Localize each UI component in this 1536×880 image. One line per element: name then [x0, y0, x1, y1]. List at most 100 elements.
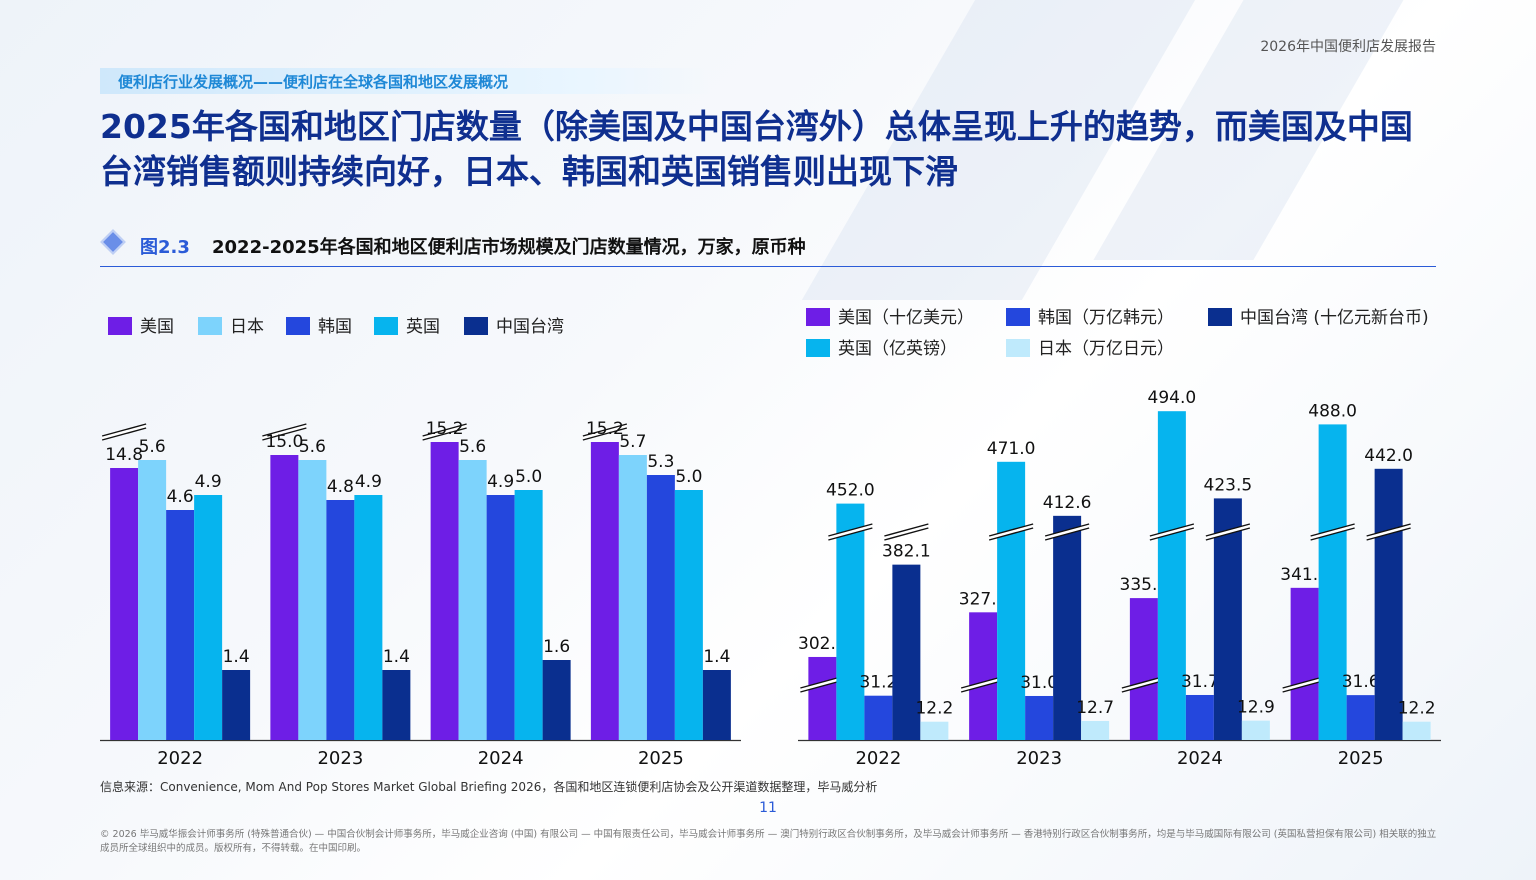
legend-item: 英国 [374, 312, 440, 337]
bar [1053, 515, 1082, 740]
legend-label: 韩国 [318, 317, 352, 337]
legend-label: 中国台湾 (十亿元新台币) [1240, 308, 1429, 328]
data-label: 15.0 [265, 432, 303, 452]
axis-break-line [582, 423, 628, 437]
legend-label: 日本（万亿日元） [1038, 339, 1174, 359]
axis-break-gap [1282, 676, 1327, 692]
legend-swatch [198, 317, 222, 335]
axis-break-line [101, 427, 147, 441]
x-tick-label: 2022 [157, 748, 203, 769]
bar [969, 612, 998, 740]
bar [194, 495, 223, 740]
x-tick-label: 2023 [1016, 748, 1062, 769]
data-label: 31.7 [1181, 672, 1219, 692]
legend-swatch [1208, 308, 1232, 326]
bar [920, 721, 949, 740]
data-label: 4.6 [167, 487, 194, 507]
source-note: 信息来源：Convenience, Mom And Pop Stores Mar… [100, 780, 878, 794]
data-label: 12.7 [1076, 698, 1114, 718]
axis-break-line [1310, 523, 1355, 537]
x-tick-label: 2025 [638, 748, 684, 769]
axis-break-line [262, 423, 307, 437]
axis-break-gap [422, 424, 467, 440]
data-label: 5.6 [139, 437, 166, 457]
bar [326, 500, 355, 740]
x-tick-label: 2024 [478, 748, 524, 769]
axis-break-gap [1205, 524, 1250, 540]
data-label: 341.2 [1280, 565, 1329, 585]
bar [222, 670, 251, 740]
axis-break-line [1366, 527, 1411, 541]
data-label: 335.5 [1120, 575, 1169, 595]
axis-break-gap [828, 524, 873, 540]
data-label: 4.8 [327, 477, 354, 497]
bar [1185, 694, 1214, 740]
legend-item: 中国台湾 (十亿元新台币) [1208, 303, 1429, 328]
axis-break-gap [102, 424, 147, 440]
data-label: 452.0 [826, 481, 875, 501]
bar [542, 660, 571, 740]
axis-break-line [884, 527, 929, 541]
data-label: 12.2 [915, 699, 953, 719]
axis-break-gap [884, 524, 929, 540]
legend-label: 中国台湾 [496, 317, 564, 337]
axis-break-line [884, 523, 929, 537]
bar [486, 495, 515, 740]
axis-break-line [988, 527, 1034, 541]
data-label: 471.0 [987, 439, 1036, 459]
bar [836, 503, 865, 740]
axis-break-gap [1310, 524, 1355, 540]
data-label: 1.4 [383, 647, 410, 667]
bar [1346, 695, 1375, 740]
bar [1374, 468, 1403, 740]
axis-break-line [828, 527, 873, 541]
data-label: 12.9 [1237, 698, 1275, 718]
legend-item: 中国台湾 [464, 312, 564, 337]
axis-break-line [101, 423, 147, 437]
axis-break-line [422, 427, 467, 441]
bar [298, 460, 327, 740]
bar [892, 564, 921, 740]
axis-break-line [828, 523, 873, 537]
section-bar: 便利店行业发展概况——便利店在全球各国和地区发展概况 [100, 68, 710, 94]
bar [1157, 411, 1186, 740]
copyright-footer: © 2026 毕马威华振会计师事务所 (特殊普通合伙) — 中国合伙制会计师事务… [100, 829, 1437, 854]
page-number: 11 [759, 800, 777, 816]
axis-break-gap [262, 424, 307, 440]
bar [646, 475, 675, 740]
x-tick-label: 2025 [1338, 748, 1384, 769]
bar [1025, 695, 1054, 740]
axis-break-gap [1149, 524, 1194, 540]
bar [674, 490, 703, 740]
legend-label: 美国（十亿美元） [838, 308, 974, 328]
axis-break-gap [800, 676, 845, 692]
bar [1318, 424, 1347, 740]
data-label: 382.1 [882, 542, 931, 562]
legend-item: 美国 [108, 312, 174, 337]
bar [1290, 587, 1319, 740]
data-label: 327.6 [959, 589, 1008, 609]
legend-swatch [806, 339, 830, 357]
legend-swatch [286, 317, 310, 335]
legend-item: 日本（万亿日元） [1006, 334, 1174, 359]
axis-break-line [1205, 527, 1251, 541]
bar [618, 455, 647, 740]
bar [270, 455, 299, 740]
bar [1213, 498, 1242, 740]
legend-label: 日本 [230, 317, 264, 337]
data-label: 5.0 [515, 467, 542, 487]
data-label: 1.6 [543, 637, 570, 657]
axis-break-gap [989, 524, 1034, 540]
bar [864, 695, 893, 740]
data-label: 31.2 [859, 673, 897, 693]
legend-label: 美国 [140, 317, 174, 337]
data-label: 442.0 [1364, 446, 1413, 466]
figure-title: 2022-2025年各国和地区便利店市场规模及门店数量情况，万家，原币种 [212, 237, 806, 258]
bar [166, 510, 195, 740]
legend-label: 英国（亿英镑） [838, 339, 957, 359]
data-label: 31.6 [1342, 672, 1380, 692]
data-label: 5.3 [647, 452, 674, 472]
data-label: 14.8 [105, 445, 143, 465]
bar [590, 442, 619, 740]
